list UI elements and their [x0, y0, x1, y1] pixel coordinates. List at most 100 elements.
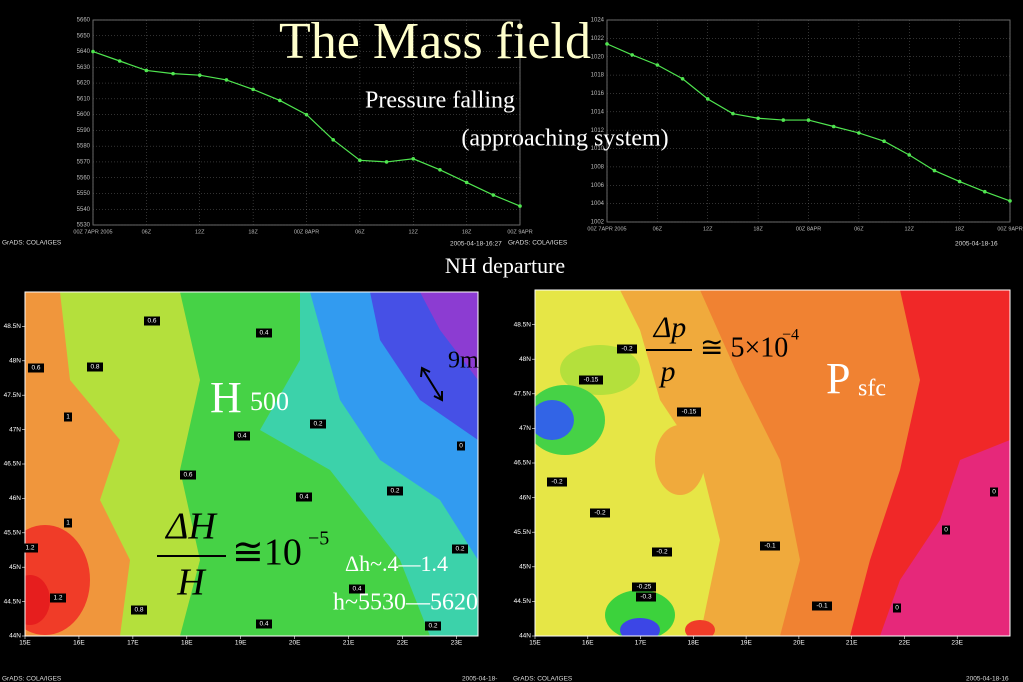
contour-label-box	[636, 592, 656, 602]
contour-label-box	[579, 375, 603, 385]
contour-label: 0.2	[313, 421, 322, 428]
x-tick-label: 16E	[582, 640, 594, 647]
contour-label-box	[425, 621, 441, 631]
contour-label: -0.1	[764, 543, 776, 550]
annotation: ≅10	[232, 532, 302, 574]
double-arrow	[420, 366, 443, 402]
contour-label-box	[942, 525, 950, 535]
contour-label-box	[144, 316, 160, 326]
point	[464, 180, 469, 185]
y-tick-label: 5580	[77, 144, 91, 150]
x-tick-label: 18Z	[753, 226, 763, 232]
x-tick-label: 19E	[235, 640, 247, 647]
y-tick-label: 46N	[9, 495, 21, 502]
point	[171, 71, 175, 76]
contour-label-box	[28, 363, 44, 373]
x-tick-label: 19E	[740, 640, 752, 647]
x-tick-label: 00Z 9APR	[997, 226, 1022, 232]
x-tick-label: 18Z	[955, 226, 965, 232]
y-tick-label: 46.5N	[514, 460, 532, 467]
y-tick-label: 47.5N	[4, 392, 22, 399]
y-tick-label: 5570	[77, 160, 91, 166]
y-tick-label: 47.5N	[514, 391, 532, 398]
x-tick-label: 22E	[899, 640, 911, 647]
x-tick-label: 20E	[289, 640, 301, 647]
contour-label-box	[131, 605, 147, 615]
annotation: sfc	[858, 376, 886, 402]
y-tick-label: 47N	[519, 425, 531, 432]
point	[491, 193, 496, 197]
map-fill	[25, 292, 478, 636]
y-tick-label: 1010	[591, 146, 605, 152]
y-tick-label: 44N	[9, 633, 21, 640]
x-tick-label: 12Z	[905, 226, 915, 232]
y-tick-label: 1004	[591, 201, 605, 207]
point	[882, 139, 886, 143]
y-tick-label: 1014	[591, 109, 605, 115]
contour-label-box	[547, 477, 567, 487]
y-tick-label: 5600	[77, 112, 91, 118]
point	[144, 68, 149, 73]
y-tick-label: 1016	[591, 91, 605, 97]
y-tick-label: 5660	[77, 18, 91, 24]
contour-label: 0	[944, 527, 948, 534]
x-tick-label: 00Z 7APR 2005	[587, 226, 626, 232]
x-tick-label: 23E	[451, 640, 463, 647]
annotation: −5	[308, 528, 329, 550]
x-tick-label: 00Z 7APR 2005	[73, 229, 112, 235]
footer: 2005-04-18-	[462, 676, 497, 682]
contour-label-box	[87, 362, 103, 372]
point	[224, 78, 229, 82]
contour-label-box	[760, 541, 780, 551]
x-tick-label: 00Z 9APR	[507, 229, 532, 235]
point	[1008, 199, 1012, 203]
title: The Mass field	[279, 13, 591, 70]
y-tick-label: 1012	[591, 128, 605, 134]
x-tick-label: 12Z	[703, 226, 713, 232]
y-tick-label: 1024	[591, 18, 605, 24]
x-tick-label: 15E	[529, 640, 541, 647]
footer: GrADS: COLA/IGES	[2, 676, 62, 682]
contour-label: -0.15	[682, 409, 697, 416]
contour-label-box	[452, 544, 468, 554]
contour-label: 1	[66, 520, 70, 527]
point	[384, 160, 389, 164]
contour-label: 0.6	[147, 318, 156, 325]
x-tick-label: 15E	[19, 640, 31, 647]
contour-label: 0.4	[352, 586, 361, 593]
y-tick-label: 47N	[9, 426, 21, 433]
x-tick-label: 12Z	[409, 229, 419, 235]
subtitle: (approaching system)	[461, 126, 668, 152]
contour-label: 0.2	[390, 488, 399, 495]
y-tick-label: 5540	[77, 207, 91, 213]
x-tick-label: 23E	[951, 640, 963, 647]
y-tick-label: 46.5N	[4, 461, 22, 468]
y-tick-label: 5590	[77, 128, 91, 134]
contour-label: 0	[895, 605, 899, 612]
contour-label: 0.4	[299, 494, 308, 501]
y-tick-label: 5550	[77, 191, 91, 197]
point	[358, 158, 362, 163]
point	[331, 138, 335, 142]
point	[438, 168, 442, 172]
contour-label: -0.1	[816, 603, 828, 610]
x-tick-label: 00Z 8APR	[294, 229, 319, 235]
y-tick-label: 44N	[519, 633, 531, 640]
x-tick-label: 06Z	[854, 226, 864, 232]
contour-label: 0.8	[90, 364, 99, 371]
contour-label-box	[296, 492, 312, 502]
contour-label-box	[457, 441, 465, 451]
footer: GrADS: COLA/IGES	[513, 676, 573, 682]
contour-label: 0	[459, 443, 463, 450]
footer: GrADS: COLA/IGES	[508, 240, 568, 247]
point	[932, 168, 937, 173]
annotation: p	[659, 355, 676, 388]
y-tick-label: 5630	[77, 65, 91, 71]
contour-label: -0.2	[656, 549, 668, 556]
annotation: P	[826, 354, 850, 403]
annotation: ΔH	[164, 506, 218, 548]
y-tick-label: 1022	[591, 36, 605, 42]
footer: 2005-04-18-16:27	[450, 241, 502, 248]
point	[411, 156, 416, 161]
